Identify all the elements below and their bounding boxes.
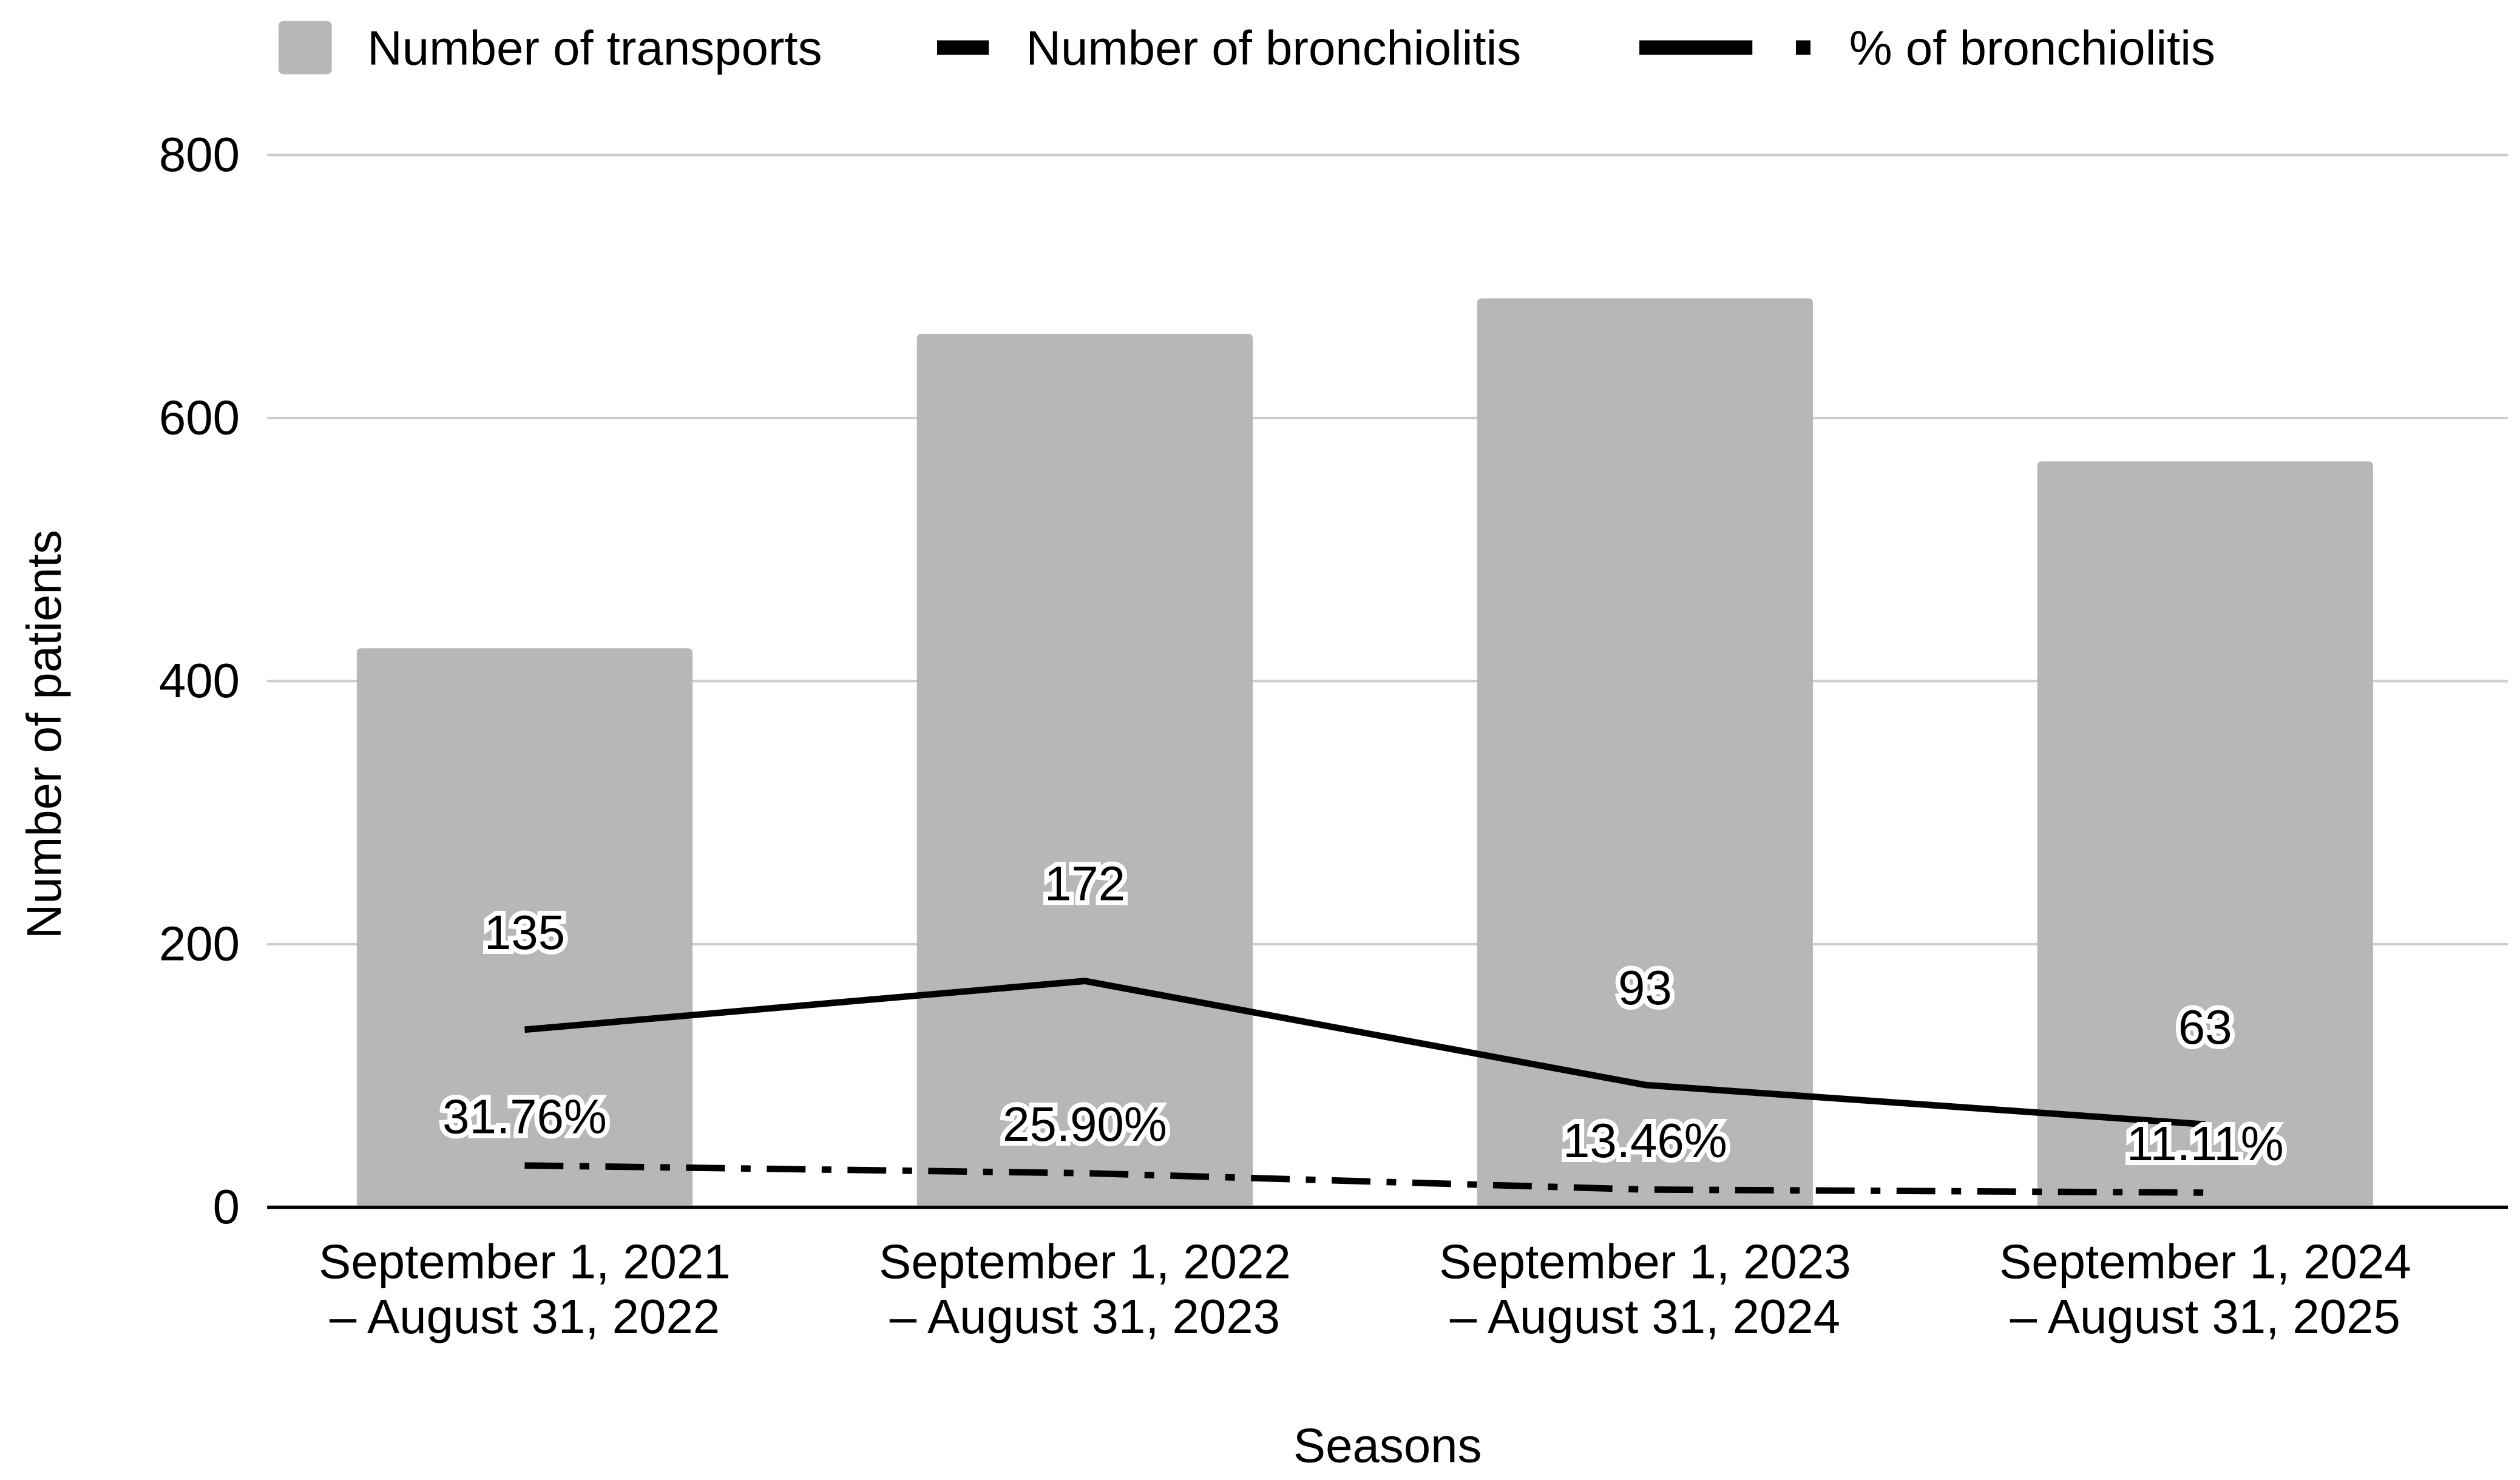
data-label-count: 93	[1618, 961, 1672, 1015]
legend-swatch-bronchiolitis-pct-dot	[1796, 40, 1810, 55]
legend-swatch-transports	[278, 21, 332, 75]
y-tick-label: 200	[159, 917, 240, 971]
bar-transports	[916, 334, 1253, 1208]
x-tick-label: – August 31, 2022	[330, 1289, 720, 1343]
data-label-pct: 11.11%	[2127, 1117, 2284, 1171]
x-tick-label: – August 31, 2025	[2010, 1289, 2400, 1343]
data-label-pct: 31.76%	[442, 1089, 607, 1143]
x-axis-title: Seasons	[1293, 1419, 1482, 1473]
line-bronchiolitis-count	[524, 978, 2206, 1128]
data-label-count: 135	[484, 905, 565, 959]
y-axis-title: Number of patients	[17, 530, 71, 939]
y-tick-label: 400	[159, 654, 240, 708]
line-bronchiolitis-pct	[524, 1162, 2206, 1196]
y-tick-label: 0	[213, 1180, 240, 1234]
data-label-count: 63	[2178, 1000, 2232, 1054]
y-tick-label: 800	[159, 127, 240, 181]
bar-transports	[2037, 461, 2373, 1208]
data-label-pct: 13.46%	[1563, 1113, 1727, 1167]
y-tick-label: 600	[159, 390, 240, 444]
legend-label-bronchiolitis-count: Number of bronchiolitis	[1026, 21, 1521, 75]
legend-swatch-bronchiolitis-pct-dash	[1639, 40, 1753, 55]
bar-transports	[356, 648, 693, 1208]
legend-label-bronchiolitis-pct: % of bronchiolitis	[1849, 21, 2215, 75]
x-tick-label: – August 31, 2024	[1450, 1289, 1840, 1343]
x-tick-label: September 1, 2021	[319, 1235, 731, 1289]
bar-transports	[1477, 298, 1813, 1208]
x-tick-label: September 1, 2023	[1439, 1235, 1851, 1289]
legend-swatch-bronchiolitis-count	[937, 40, 989, 55]
data-label-count: 172	[1045, 857, 1125, 911]
x-tick-label: – August 31, 2023	[890, 1289, 1280, 1343]
legend-label-transports: Number of transports	[367, 21, 822, 75]
x-tick-label: September 1, 2022	[879, 1235, 1291, 1289]
x-tick-label: September 1, 2024	[1999, 1235, 2411, 1289]
legend: Number of transports Number of bronchiol…	[278, 21, 2215, 75]
data-label-pct: 25.90%	[1003, 1097, 1167, 1151]
